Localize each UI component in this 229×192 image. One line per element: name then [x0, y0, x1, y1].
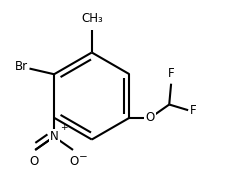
- Text: O: O: [30, 155, 39, 168]
- Text: F: F: [168, 67, 174, 80]
- Text: O: O: [69, 155, 79, 168]
- Text: CH₃: CH₃: [81, 12, 103, 25]
- Text: −: −: [79, 152, 88, 162]
- Text: O: O: [146, 111, 155, 124]
- Text: +: +: [60, 123, 67, 132]
- Text: N: N: [50, 130, 58, 143]
- Text: Br: Br: [14, 60, 28, 73]
- Text: F: F: [190, 104, 197, 117]
